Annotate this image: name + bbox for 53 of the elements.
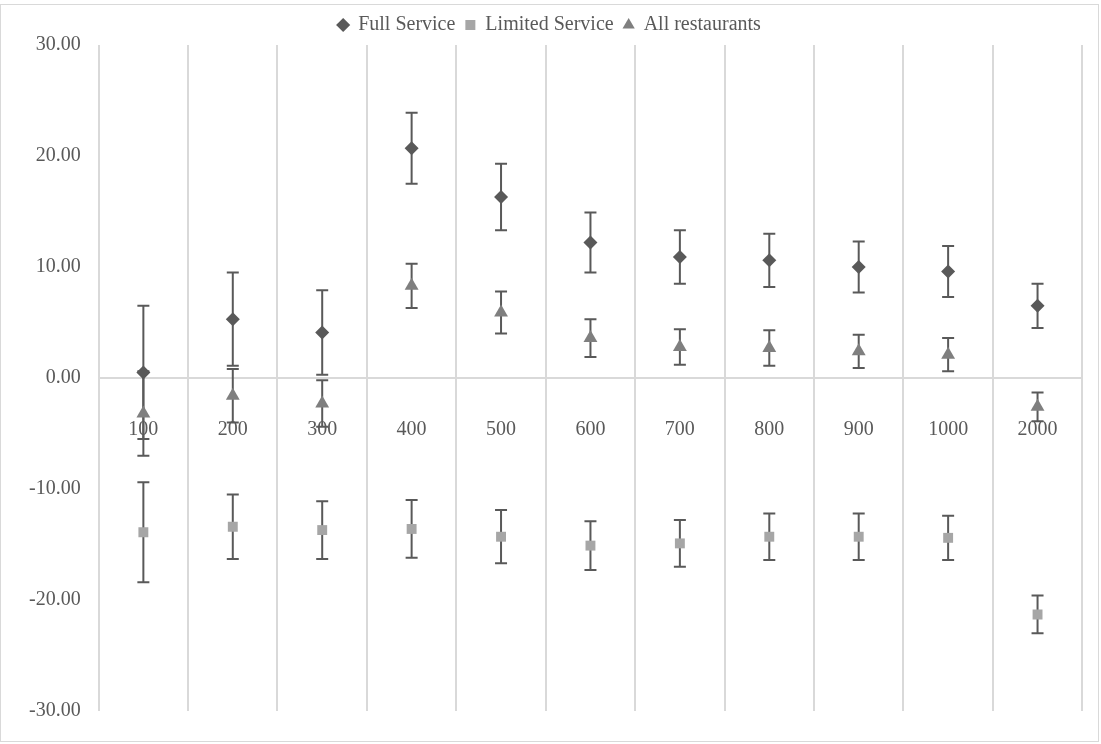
point [943,532,954,543]
point [406,524,417,534]
point [851,260,866,274]
x-tick-label: 600 [575,417,606,440]
x-tick-label: 500 [486,417,517,440]
point [762,340,777,353]
point [583,235,598,250]
point [672,250,687,265]
legend-label: All restaurants [643,12,762,35]
y-tick-label: 30.00 [35,32,81,55]
point [494,304,508,317]
point [315,325,330,340]
point [941,346,956,359]
x-tick-label: 1000 [928,417,969,440]
point [1030,398,1045,411]
point [585,540,596,551]
point [315,395,330,408]
point [494,190,509,205]
y-tick-label: -10.00 [28,476,81,499]
x-tick-label: 200 [217,417,248,440]
point [762,253,777,268]
x-tick-label: 400 [396,417,427,440]
x-tick-label: 900 [843,417,874,440]
point [672,338,687,351]
point [764,531,775,542]
point [404,277,419,290]
legend-label: Full Service [358,12,456,35]
x-tick-label: 2000 [1017,417,1058,440]
point [136,405,151,418]
point [136,365,151,380]
point [1030,298,1045,313]
point [225,387,240,400]
y-tick-label: 10.00 [35,254,81,277]
point [853,531,864,542]
point [1032,609,1043,620]
point [227,521,238,532]
x-tick-label: 300 [307,417,338,440]
y-tick-label: -30.00 [28,698,81,721]
point [674,538,685,549]
x-tick-label: 700 [664,417,695,440]
point [941,264,956,279]
point [851,343,866,356]
y-tick-label: -20.00 [28,587,81,610]
point [496,531,506,542]
point [138,527,149,538]
y-tick-label: 0.00 [45,365,81,388]
y-tick-label: 20.00 [35,143,81,166]
legend-label: Limited Service [485,12,614,35]
point [225,312,240,327]
point [404,141,419,156]
x-tick-label: 800 [754,417,785,440]
point [317,525,328,536]
point [583,330,598,343]
